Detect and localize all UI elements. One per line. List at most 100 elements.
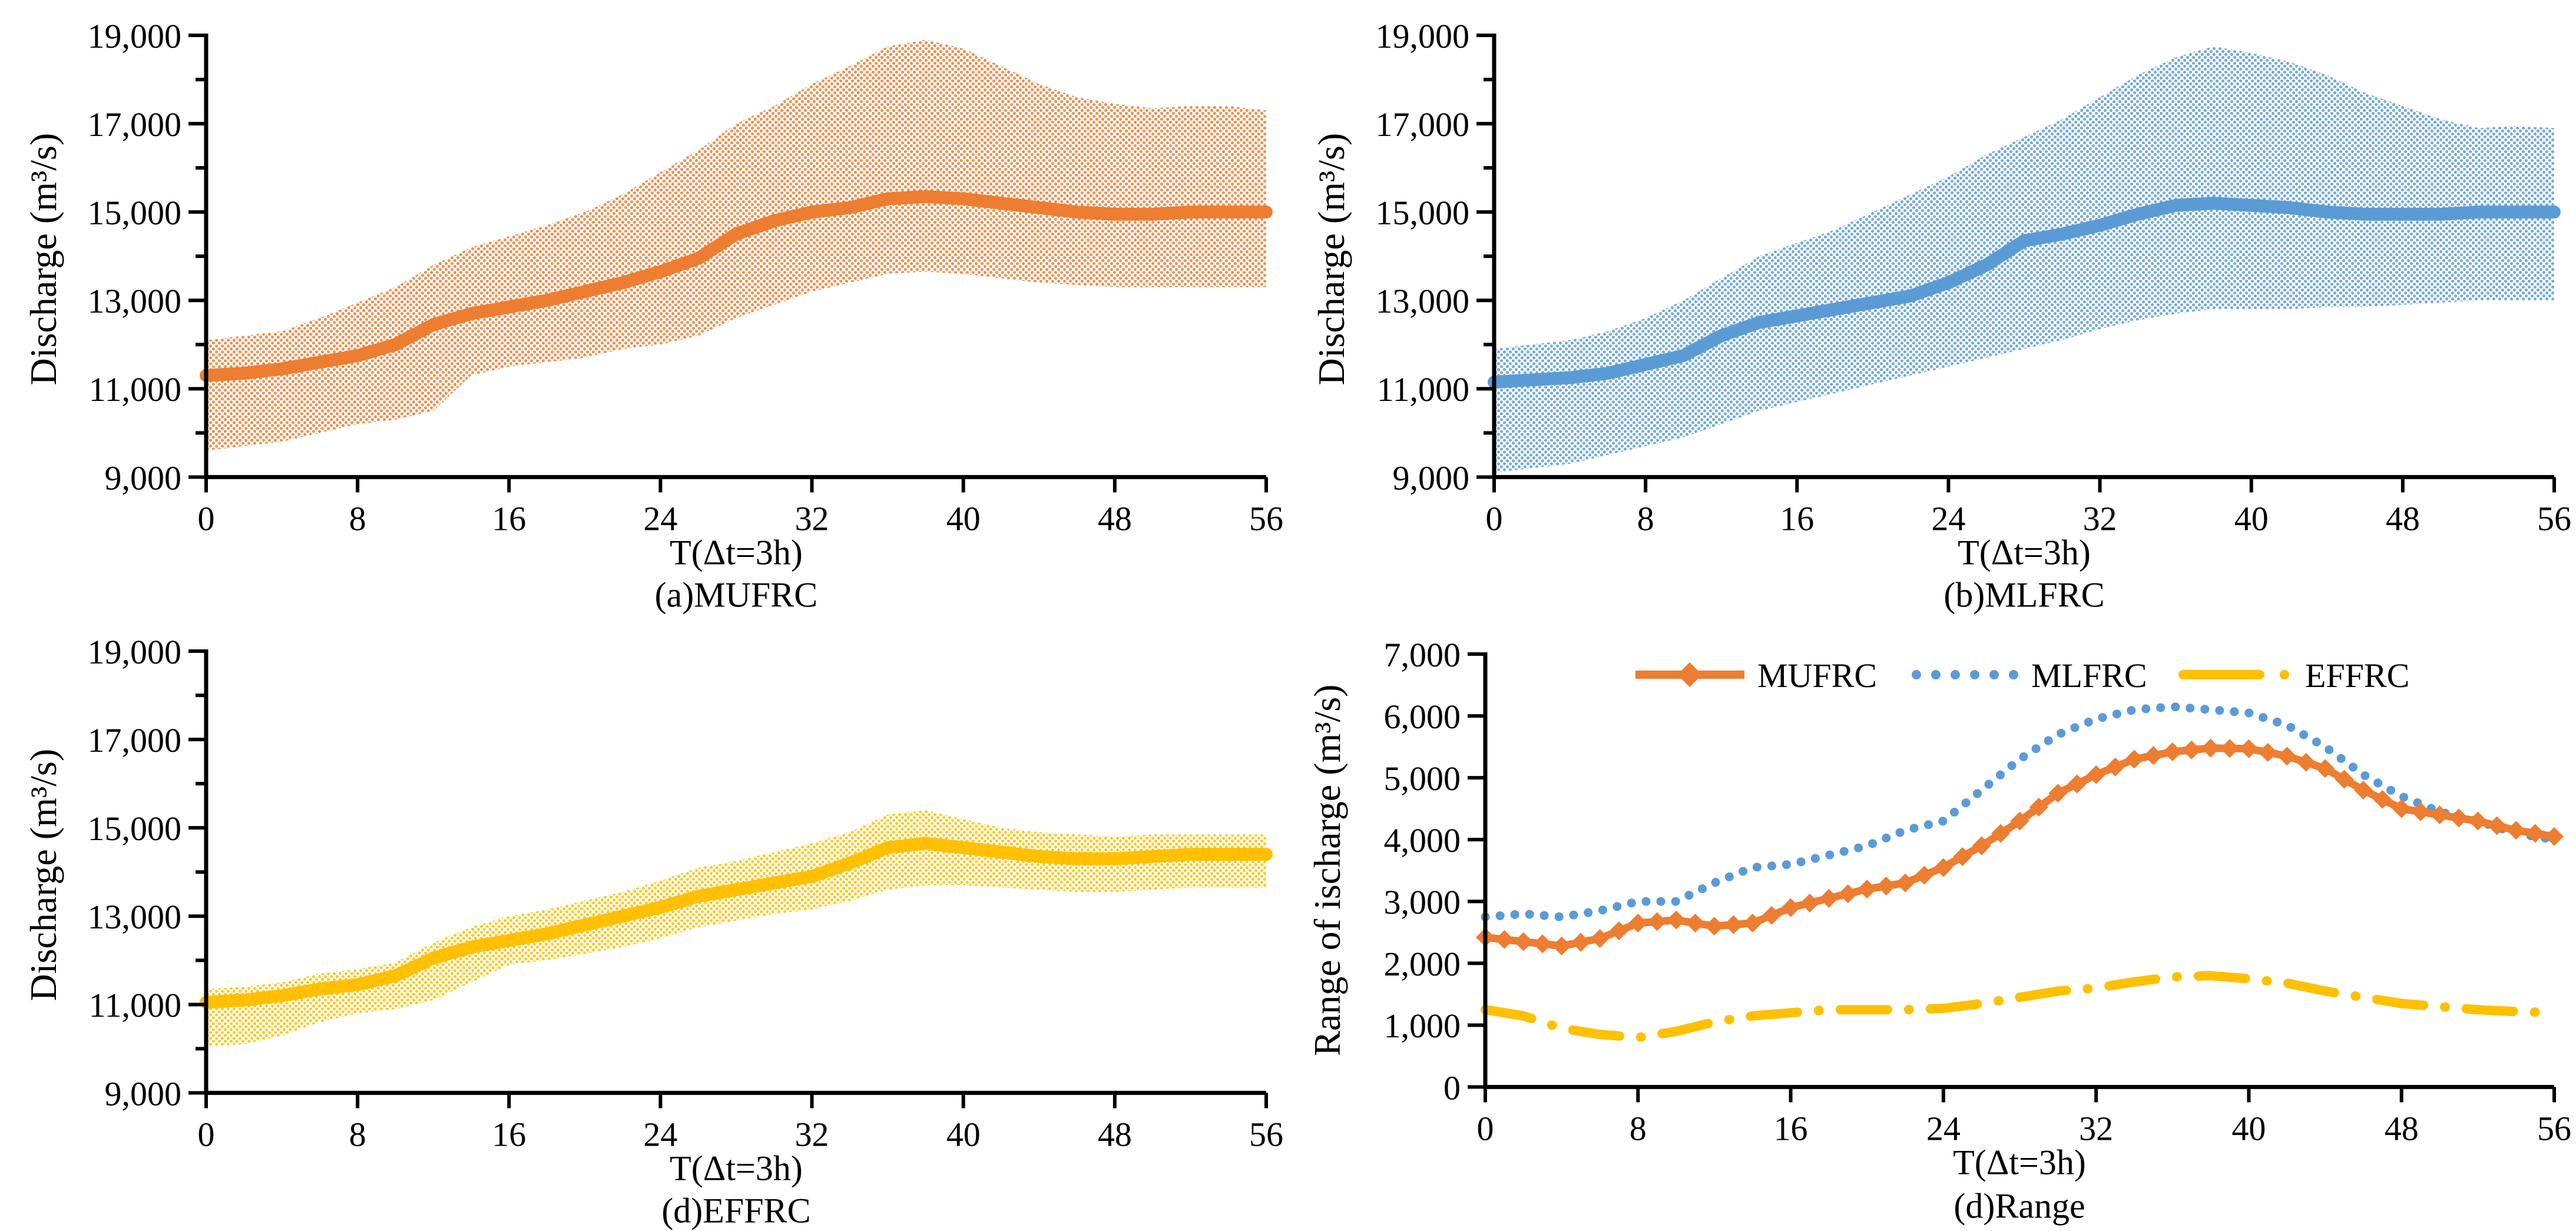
svg-text:15,000: 15,000 xyxy=(88,809,181,848)
tick-labels: 9,000 11,000 13,000 15,000 17,000 19,000 0 8 16 2… xyxy=(1376,17,2571,538)
svg-text:15,000: 15,000 xyxy=(88,194,181,232)
axes xyxy=(188,649,1268,1108)
svg-text:0: 0 xyxy=(198,1115,215,1153)
svg-text:48: 48 xyxy=(1098,1115,1132,1153)
plot-area-mlfrc: 9,000 11,000 13,000 15,000 17,000 19,000 0 8 16 2… xyxy=(1376,17,2571,538)
svg-text:24: 24 xyxy=(1931,499,1965,537)
svg-text:40: 40 xyxy=(2231,1109,2266,1147)
mean-line xyxy=(1488,197,2561,389)
svg-text:48: 48 xyxy=(1098,499,1132,537)
chart-range-svg: MUFRC MLFRC EFFRC 0 1,000 2,000 3,000 4,000 5,00… xyxy=(1306,635,2571,1225)
svg-text:7,000: 7,000 xyxy=(1384,635,1461,673)
svg-text:6,000: 6,000 xyxy=(1384,697,1461,735)
svg-text:16: 16 xyxy=(1780,499,1814,537)
svg-text:8: 8 xyxy=(349,1115,366,1153)
svg-text:16: 16 xyxy=(1774,1109,1808,1147)
svg-text:0: 0 xyxy=(198,499,215,537)
panel-caption: (a)MUFRC xyxy=(655,575,818,614)
svg-text:8: 8 xyxy=(1630,1109,1647,1147)
svg-text:9,000: 9,000 xyxy=(105,459,181,497)
svg-text:56: 56 xyxy=(2537,499,2571,537)
plot-area-mufrc: 9,000 11,000 13,000 15,000 17,000 19,000 0 8 16 2… xyxy=(88,17,1283,538)
svg-text:32: 32 xyxy=(795,1115,829,1153)
panel-caption: (d)Range xyxy=(1953,1186,2085,1225)
y-axis-title: Discharge (m³/s) xyxy=(22,748,64,1001)
tick-labels: 9,000 11,000 13,000 15,000 17,000 19,000 0 8 16 2… xyxy=(88,17,1283,538)
y-axis-title: Discharge (m³/s) xyxy=(1310,133,1352,386)
svg-text:40: 40 xyxy=(946,1115,981,1153)
svg-text:11,000: 11,000 xyxy=(89,370,181,409)
svg-text:5,000: 5,000 xyxy=(1384,759,1461,798)
svg-text:56: 56 xyxy=(1249,1115,1283,1153)
svg-text:15,000: 15,000 xyxy=(1376,194,1469,232)
svg-text:24: 24 xyxy=(643,1115,677,1153)
panel-mufrc-band: 9,000 11,000 13,000 15,000 17,000 19,000 0 8 16 2… xyxy=(0,0,1288,616)
y-axis-title: Range of ischarge (m³/s) xyxy=(1306,684,1348,1056)
svg-text:11,000: 11,000 xyxy=(89,986,181,1024)
svg-text:2,000: 2,000 xyxy=(1384,945,1461,983)
svg-text:13,000: 13,000 xyxy=(88,282,181,320)
svg-text:40: 40 xyxy=(2234,499,2269,537)
svg-text:13,000: 13,000 xyxy=(1376,282,1469,320)
svg-text:32: 32 xyxy=(2083,499,2117,537)
svg-text:0: 0 xyxy=(1477,1109,1494,1147)
svg-text:0: 0 xyxy=(1443,1069,1461,1107)
svg-text:24: 24 xyxy=(643,499,677,537)
svg-text:48: 48 xyxy=(2385,1109,2419,1147)
svg-text:17,000: 17,000 xyxy=(1376,105,1469,144)
svg-text:8: 8 xyxy=(1637,499,1654,537)
svg-text:32: 32 xyxy=(795,499,829,537)
uncertainty-band xyxy=(206,809,1266,1047)
svg-text:MLFRC: MLFRC xyxy=(2031,656,2147,694)
svg-text:9,000: 9,000 xyxy=(1393,459,1469,497)
x-axis-title: T(Δt=3h) xyxy=(1958,533,2091,572)
series-effrc xyxy=(1481,970,2559,1042)
svg-text:16: 16 xyxy=(492,499,526,537)
plot-area-effrc: 9,000 11,000 13,000 15,000 17,000 19,000 0 8 16 2… xyxy=(88,632,1283,1153)
svg-text:17,000: 17,000 xyxy=(88,105,181,144)
mean-line xyxy=(200,190,1273,382)
svg-text:19,000: 19,000 xyxy=(88,17,181,55)
svg-text:19,000: 19,000 xyxy=(1376,17,1469,55)
chart-effrc-svg: 9,000 11,000 13,000 15,000 17,000 19,000 0 8 16 2… xyxy=(22,632,1283,1230)
chart-mlfrc-svg: 9,000 11,000 13,000 15,000 17,000 19,000 0 8 16 2… xyxy=(1310,17,2571,615)
x-axis-title: T(Δt=3h) xyxy=(1953,1143,2086,1182)
svg-text:11,000: 11,000 xyxy=(1377,370,1469,409)
chart-mufrc-svg: 9,000 11,000 13,000 15,000 17,000 19,000 0 8 16 2… xyxy=(22,17,1283,615)
uncertainty-band xyxy=(1494,46,2554,473)
tick-labels: 0 1,000 2,000 3,000 4,000 5,000 6,000 7,000 0 8 16… xyxy=(1384,635,2571,1147)
svg-text:24: 24 xyxy=(1926,1109,1961,1147)
plot-area-range: MUFRC MLFRC EFFRC 0 1,000 2,000 3,000 4,000 5,00… xyxy=(1384,635,2571,1147)
svg-text:MUFRC: MUFRC xyxy=(1757,656,1877,694)
mean-line xyxy=(200,836,1273,1009)
uncertainty-band xyxy=(206,39,1266,451)
svg-text:32: 32 xyxy=(2079,1109,2113,1147)
svg-text:0: 0 xyxy=(1486,499,1503,537)
svg-text:8: 8 xyxy=(349,499,366,537)
svg-text:13,000: 13,000 xyxy=(88,898,181,936)
svg-text:56: 56 xyxy=(1249,499,1283,537)
svg-text:19,000: 19,000 xyxy=(88,632,181,671)
svg-text:48: 48 xyxy=(2386,499,2420,537)
panel-mlfrc-band: 9,000 11,000 13,000 15,000 17,000 19,000 0 8 16 2… xyxy=(1288,0,2576,616)
x-axis-title: T(Δt=3h) xyxy=(670,533,803,572)
x-axis-title: T(Δt=3h) xyxy=(670,1149,803,1187)
y-axis-title: Discharge (m³/s) xyxy=(22,133,64,386)
svg-text:40: 40 xyxy=(946,499,981,537)
series-mufrc xyxy=(1476,738,2564,955)
axes xyxy=(1476,34,2556,493)
legend: MUFRC MLFRC EFFRC xyxy=(1635,656,2409,694)
panel-range: MUFRC MLFRC EFFRC 0 1,000 2,000 3,000 4,000 5,00… xyxy=(1288,615,2576,1231)
tick-labels: 9,000 11,000 13,000 15,000 17,000 19,000 0 8 16 2… xyxy=(88,632,1283,1153)
svg-text:4,000: 4,000 xyxy=(1384,821,1461,860)
axes xyxy=(1468,652,2556,1102)
panel-caption: (d)EFFRC xyxy=(661,1191,810,1230)
svg-text:3,000: 3,000 xyxy=(1384,883,1461,921)
panel-caption: (b)MLFRC xyxy=(1943,575,2104,614)
svg-text:EFFRC: EFFRC xyxy=(2305,656,2409,694)
panel-effrc-band: 9,000 11,000 13,000 15,000 17,000 19,000 0 8 16 2… xyxy=(0,615,1288,1231)
svg-text:1,000: 1,000 xyxy=(1384,1007,1461,1045)
svg-text:16: 16 xyxy=(492,1115,526,1153)
svg-text:9,000: 9,000 xyxy=(105,1074,181,1113)
